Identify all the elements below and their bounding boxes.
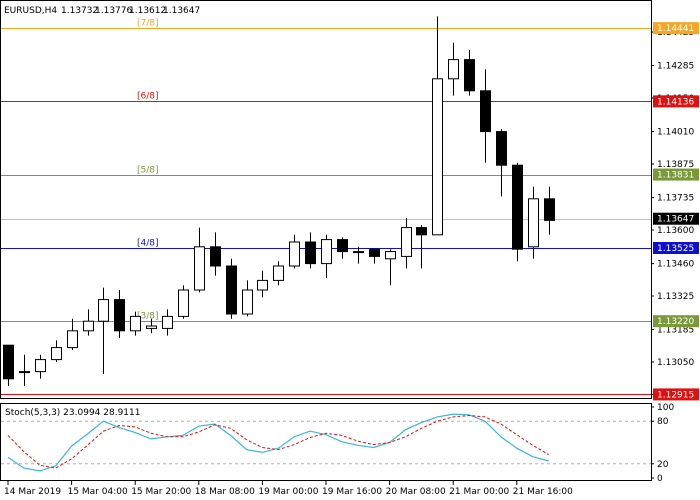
level-price-badge-label: 1.14136 — [657, 97, 694, 107]
level-price-badge — [653, 95, 699, 108]
bear-candle[interactable] — [210, 246, 221, 267]
bull-candle[interactable] — [35, 359, 46, 373]
bull-candle[interactable] — [385, 251, 396, 260]
bull-candle[interactable] — [289, 241, 300, 267]
bear-candle[interactable] — [337, 239, 348, 253]
time-tick-label: 21 Mar 00:00 — [449, 487, 509, 497]
bear-candle[interactable] — [114, 299, 125, 332]
bull-candle[interactable] — [321, 239, 332, 265]
bear-candle[interactable] — [496, 131, 507, 166]
bull-candle[interactable] — [448, 59, 459, 80]
price-tick-label: 1.13735 — [657, 194, 694, 204]
bull-candle[interactable] — [178, 289, 189, 317]
time-tick-label: 14 Mar 2019 — [4, 487, 61, 497]
bull-candle[interactable] — [51, 347, 62, 361]
bull-candle[interactable] — [83, 320, 94, 332]
main-chart-frame — [0, 0, 652, 399]
level-price-badge — [653, 168, 699, 181]
level-price-badge — [653, 388, 699, 401]
bear-candle[interactable] — [416, 227, 427, 236]
level-price-badge — [653, 315, 699, 328]
time-tick-label: 21 Mar 16:00 — [513, 487, 573, 497]
price-tick-label: 1.13875 — [657, 160, 694, 170]
time-tick-label: 19 Mar 16:00 — [322, 487, 382, 497]
murrey-level-label: [7/8] — [137, 19, 159, 29]
price-tick-label: 1.14285 — [657, 62, 694, 72]
murrey-levels-layer: [7/8] [6/8] [5/8] [4/8] [3/8] — [1, 19, 651, 395]
bull-candle[interactable] — [19, 371, 30, 374]
price-tick-label: 1.13185 — [657, 326, 694, 336]
chart-header-symbol: EURUSD,H4 — [4, 6, 57, 16]
stoch-panel-frame — [0, 403, 652, 481]
bull-candle[interactable] — [273, 265, 284, 281]
bear-candle[interactable] — [480, 90, 491, 133]
current-price-badge-label: 1.13647 — [657, 215, 694, 225]
stoch-tick-label: 20 — [657, 460, 669, 470]
bull-candle[interactable] — [162, 315, 173, 329]
bull-candle[interactable] — [242, 289, 253, 315]
stoch-signal-line — [7, 414, 549, 469]
stoch-indicator-title: Stoch(5,3,3) 23.0994 28.9111 — [5, 408, 140, 418]
level-price-badge — [653, 242, 699, 254]
stoch-tick-label: 100 — [657, 403, 674, 413]
bull-candle[interactable] — [432, 78, 443, 236]
bear-candle[interactable] — [305, 241, 316, 265]
time-tick-label: 20 Mar 08:00 — [386, 487, 446, 497]
bear-candle[interactable] — [544, 198, 555, 221]
bear-candle[interactable] — [226, 265, 237, 315]
time-tick-label: 15 Mar 20:00 — [131, 487, 191, 497]
price-axis[interactable]: 1.144251.142851.141501.140101.138751.137… — [651, 22, 699, 401]
chart-header-close: 1.13647 — [163, 6, 200, 16]
bull-candle[interactable] — [257, 279, 268, 291]
bear-candle[interactable] — [369, 248, 380, 257]
bull-candle[interactable] — [146, 325, 157, 329]
time-tick-label: 15 Mar 04:00 — [68, 487, 128, 497]
level-price-badge-label: 1.13525 — [657, 244, 694, 254]
bull-candle[interactable] — [401, 227, 412, 257]
candles-layer[interactable] — [3, 16, 555, 386]
chart-header-open: 1.13732 — [61, 6, 98, 16]
stoch-tick-label: 80 — [657, 417, 669, 427]
price-tick-label: 1.13460 — [657, 260, 694, 270]
bull-candle[interactable] — [194, 246, 205, 291]
time-tick-label: 18 Mar 08:00 — [195, 487, 255, 497]
stoch-layer — [1, 413, 651, 472]
chart-header-high: 1.13776 — [95, 6, 132, 16]
time-tick-label: 19 Mar 00:00 — [258, 487, 318, 497]
level-price-badge-label: 1.12915 — [657, 390, 694, 400]
bull-candle[interactable] — [67, 330, 78, 349]
bull-candle[interactable] — [130, 315, 141, 332]
level-price-badge-label: 1.13220 — [657, 317, 694, 327]
level-price-badge — [653, 22, 699, 35]
price-tick-label: 1.14010 — [657, 128, 694, 138]
murrey-level-label: [4/8] — [137, 239, 159, 249]
stoch-main-line — [7, 413, 549, 472]
level-price-badge-label: 1.13831 — [657, 171, 694, 181]
bear-candle[interactable] — [512, 164, 523, 250]
price-tick-label: 1.13325 — [657, 292, 694, 302]
bull-candle[interactable] — [528, 198, 539, 248]
bear-candle[interactable] — [3, 344, 14, 380]
stoch-axis: 100 80 20 0 — [651, 403, 674, 484]
murrey-level-label: [3/8] — [137, 312, 159, 322]
bull-candle[interactable] — [353, 251, 364, 254]
level-price-badge-label: 1.14441 — [657, 24, 694, 34]
chart-header-low: 1.13612 — [129, 6, 166, 16]
price-tick-label: 1.13600 — [657, 226, 694, 236]
bear-candle[interactable] — [464, 59, 475, 92]
bull-candle[interactable] — [98, 299, 109, 322]
stoch-tick-label: 0 — [657, 474, 663, 484]
price-tick-label: 1.13050 — [657, 358, 694, 368]
time-axis[interactable]: 14 Mar 2019 15 Mar 04:00 15 Mar 20:00 18 Ma… — [4, 481, 573, 497]
murrey-level-label: [6/8] — [137, 92, 159, 102]
murrey-level-label: [5/8] — [137, 166, 159, 176]
current-price-badge — [653, 212, 699, 225]
